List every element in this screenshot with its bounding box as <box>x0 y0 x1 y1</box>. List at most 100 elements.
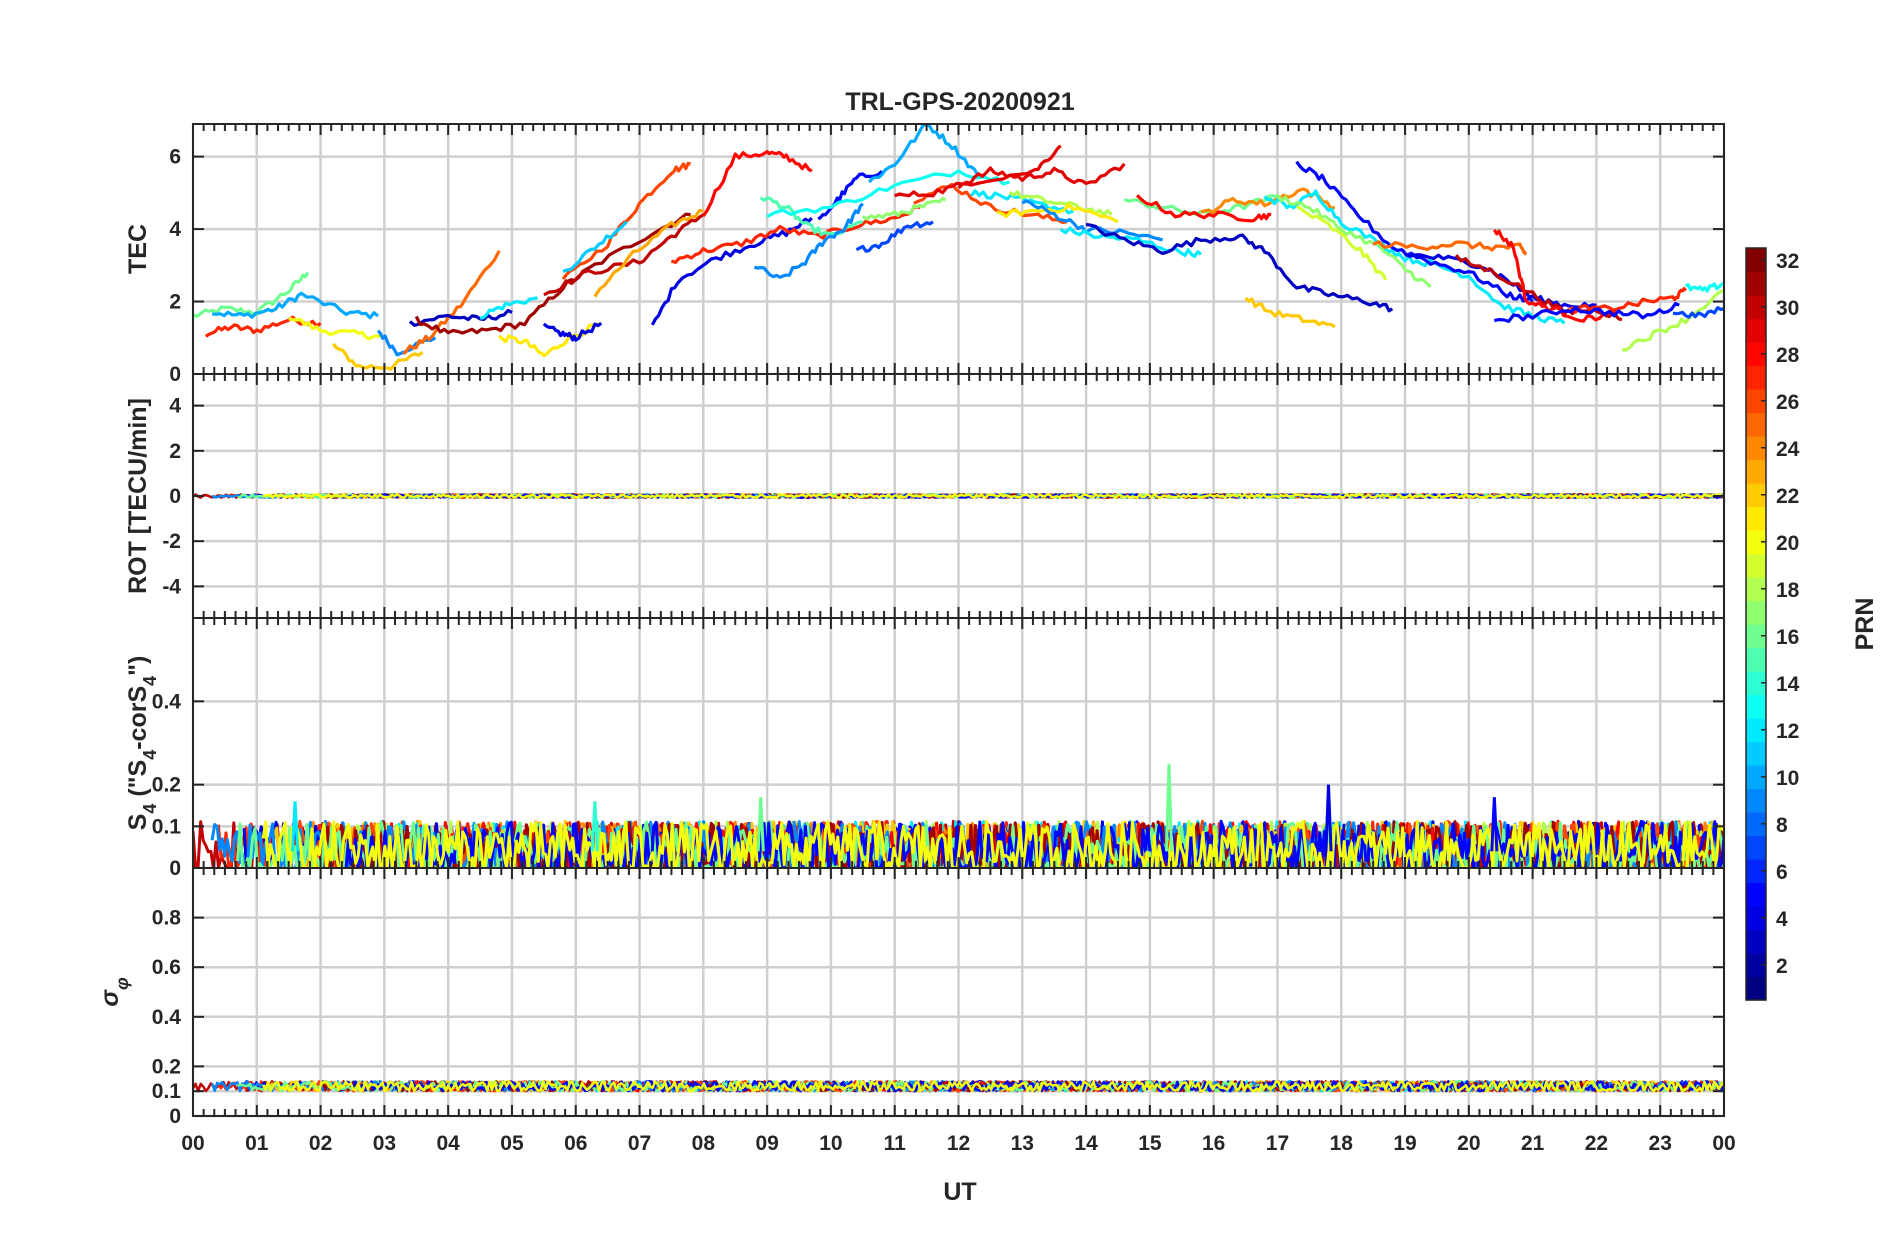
x-tick-label-22: 22 <box>1585 1132 1608 1155</box>
x-tick-label-20: 20 <box>1457 1132 1480 1155</box>
colorbar-seg-14 <box>1746 671 1766 696</box>
colorbar-seg-31 <box>1746 271 1766 296</box>
colorbar-tick-label-8: 18 <box>1776 579 1800 602</box>
colorbar-tick-label-13: 28 <box>1776 344 1800 367</box>
tec-series-prn-19-42 <box>1295 204 1388 281</box>
tec-ytick-label-3: 6 <box>169 146 181 169</box>
sigma-ytick-label-1: 0.1 <box>152 1080 182 1103</box>
s4-ytick-label-0: 0 <box>169 857 181 880</box>
tec-series-prn-28-16 <box>701 150 813 217</box>
colorbar-seg-24 <box>1746 436 1766 461</box>
x-tick-label-17: 17 <box>1266 1132 1289 1155</box>
s4-spike-5 <box>590 801 599 852</box>
colorbar-seg-22 <box>1746 483 1766 508</box>
colorbar-seg-3 <box>1746 929 1766 954</box>
tec-series-prn-7-23 <box>855 220 934 253</box>
colorbar-seg-16 <box>1746 624 1766 649</box>
colorbar-seg-11 <box>1746 741 1766 766</box>
tec-series-prn-4-44 <box>1404 252 1597 309</box>
x-tick-label-23: 23 <box>1649 1132 1672 1155</box>
s4-y-label: S4 ("S4-corS4") <box>124 656 160 831</box>
panel-rot: -4 -2 0 2 4 ROT [TECU/min] <box>124 373 1726 619</box>
tec-series-prn-27-18 <box>670 205 921 264</box>
colorbar-tick-label-0: 2 <box>1776 955 1788 978</box>
tec-series-prn-27-1 <box>204 315 322 338</box>
tec-series-prn-9-20 <box>753 202 864 279</box>
x-tick-label-11: 11 <box>884 1132 907 1155</box>
tec-series-prn-18-49 <box>1621 289 1724 352</box>
tec-series-prn-3-7 <box>408 308 513 327</box>
s4-data <box>193 763 1724 868</box>
colorbar-tick-label-3: 8 <box>1776 814 1788 837</box>
x-tick-label-18: 18 <box>1330 1132 1354 1155</box>
tec-ytick-label-2: 4 <box>169 218 181 241</box>
colorbar-seg-28 <box>1746 342 1766 367</box>
colorbar-seg-8 <box>1746 812 1766 837</box>
colorbar-seg-25 <box>1746 412 1766 437</box>
tec-series-prn-7-51 <box>1672 306 1724 319</box>
colorbar-seg-9 <box>1746 788 1766 813</box>
sigma-ytick-label-5: 0.8 <box>152 907 182 930</box>
colorbar-seg-17 <box>1746 600 1766 625</box>
tec-series-prn-30-14 <box>543 213 705 297</box>
sigma-series-prn-20 <box>262 1080 1724 1093</box>
tec-series-prn-12-33 <box>1059 226 1202 259</box>
colorbar-seg-6 <box>1746 859 1766 884</box>
s4-label-part-3: 4 <box>140 750 160 760</box>
tec-series-prn-12-39 <box>1263 189 1566 325</box>
x-tick-label-3: 03 <box>373 1132 396 1155</box>
x-tick-label-19: 19 <box>1393 1132 1416 1155</box>
sigma-label-phi: φ <box>112 977 132 990</box>
tec-data <box>193 124 1724 371</box>
tec-series-prn-31-8 <box>414 212 691 335</box>
tec-series-prn-27-47 <box>1569 287 1687 314</box>
s4-ytick-label-2: 0.2 <box>152 774 181 797</box>
x-tick-label-6: 06 <box>564 1132 587 1155</box>
panel-tec: 0 2 4 6 TEC <box>124 123 1726 386</box>
tec-series-prn-13-50 <box>1684 281 1724 293</box>
tec-series-prn-3-34 <box>1085 222 1394 313</box>
rot-ytick-label-0: -4 <box>162 575 181 598</box>
rot-ytick-label-3: 2 <box>169 440 181 463</box>
rot-ytick-label-2: 0 <box>169 485 181 508</box>
tec-series-prn-5-21 <box>817 169 884 221</box>
colorbar-tick-label-9: 20 <box>1776 532 1799 555</box>
tec-ytick-label-1: 2 <box>169 291 181 314</box>
sigma-label-sigma: σ <box>96 989 124 1007</box>
colorbar-seg-30 <box>1746 295 1766 320</box>
x-tick-label-15: 15 <box>1138 1132 1162 1155</box>
s4-series-prn-20 <box>261 819 1724 868</box>
rot-series-prn-20 <box>262 493 1724 499</box>
tec-series-prn-21-31 <box>996 203 1119 224</box>
sigma-y-label: σφ <box>96 977 132 1007</box>
tec-series-prn-28-36 <box>1135 194 1272 223</box>
tec-series-prn-22-4 <box>332 342 424 371</box>
sigma-ytick-label-3: 0.4 <box>152 1006 182 1029</box>
tec-series-prn-5-48 <box>1493 302 1680 323</box>
colorbar-seg-2 <box>1746 953 1766 978</box>
s4-spike-4 <box>1490 797 1499 852</box>
x-tick-label-9: 09 <box>755 1132 778 1155</box>
colorbar-seg-21 <box>1746 506 1766 531</box>
x-tick-label-10: 10 <box>819 1132 842 1155</box>
s4-label-part-6: ") <box>124 656 152 676</box>
colorbar-seg-18 <box>1746 577 1766 602</box>
tec-series-prn-25-6 <box>402 250 501 356</box>
colorbar-border <box>1745 247 1767 1001</box>
x-tick-label-12: 12 <box>947 1132 970 1155</box>
sigma-data <box>193 1080 1724 1093</box>
colorbar-tick-label-10: 22 <box>1776 485 1799 508</box>
s4-label-part-1: 4 <box>140 804 160 814</box>
tec-series-prn-26-12 <box>561 161 691 281</box>
colorbar-tick-label-2: 6 <box>1776 861 1788 884</box>
colorbar-tick-label-12: 26 <box>1776 391 1799 414</box>
s4-label-part-2: ("S <box>124 760 152 804</box>
s4-spike-0 <box>1164 763 1174 852</box>
tec-series-prn-11-13 <box>562 220 628 273</box>
colorbar-seg-13 <box>1746 694 1766 719</box>
colorbar-seg-10 <box>1746 765 1766 790</box>
tec-series-prn-29-27 <box>957 162 1126 190</box>
tec-series-prn-23-15 <box>593 208 704 298</box>
colorbar-tick-label-5: 12 <box>1776 720 1799 743</box>
